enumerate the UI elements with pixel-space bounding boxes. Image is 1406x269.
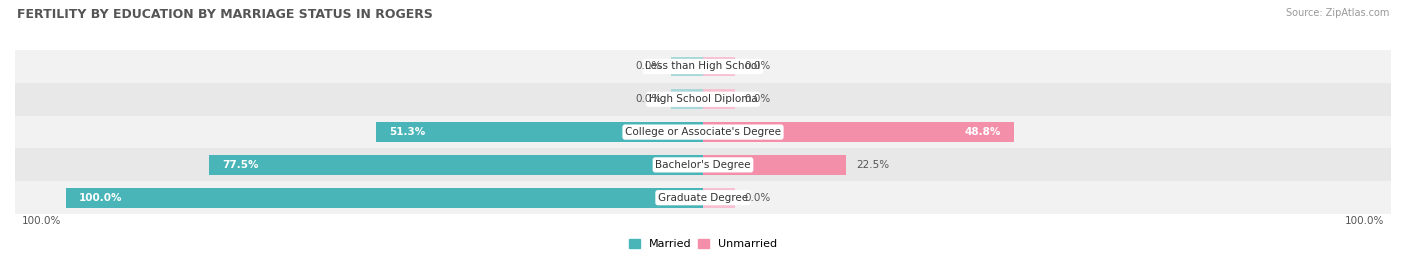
Bar: [377, 122, 703, 142]
Text: 0.0%: 0.0%: [744, 94, 770, 104]
Bar: [703, 57, 735, 76]
Bar: [3, 116, 1403, 148]
Text: FERTILITY BY EDUCATION BY MARRIAGE STATUS IN ROGERS: FERTILITY BY EDUCATION BY MARRIAGE STATU…: [17, 8, 433, 21]
Bar: [3, 181, 1403, 214]
Text: 48.8%: 48.8%: [965, 127, 1001, 137]
Bar: [703, 90, 735, 109]
Text: 77.5%: 77.5%: [222, 160, 259, 170]
Bar: [703, 188, 735, 207]
Text: 22.5%: 22.5%: [856, 160, 889, 170]
Bar: [209, 155, 703, 175]
Bar: [66, 188, 703, 207]
Text: 0.0%: 0.0%: [744, 193, 770, 203]
Legend: Married, Unmarried: Married, Unmarried: [628, 239, 778, 249]
Text: College or Associate's Degree: College or Associate's Degree: [626, 127, 780, 137]
Text: Less than High School: Less than High School: [645, 62, 761, 72]
Text: 51.3%: 51.3%: [389, 127, 425, 137]
Bar: [703, 155, 846, 175]
Text: 0.0%: 0.0%: [636, 94, 662, 104]
Text: 100.0%: 100.0%: [1346, 216, 1385, 226]
Bar: [3, 83, 1403, 116]
Bar: [671, 57, 703, 76]
Text: Source: ZipAtlas.com: Source: ZipAtlas.com: [1285, 8, 1389, 18]
Text: High School Diploma: High School Diploma: [648, 94, 758, 104]
Text: 0.0%: 0.0%: [744, 62, 770, 72]
Bar: [671, 90, 703, 109]
Text: Bachelor's Degree: Bachelor's Degree: [655, 160, 751, 170]
Bar: [703, 122, 1014, 142]
Text: 100.0%: 100.0%: [79, 193, 122, 203]
Bar: [3, 50, 1403, 83]
Bar: [3, 148, 1403, 181]
Text: 100.0%: 100.0%: [21, 216, 60, 226]
Text: 0.0%: 0.0%: [636, 62, 662, 72]
Text: Graduate Degree: Graduate Degree: [658, 193, 748, 203]
